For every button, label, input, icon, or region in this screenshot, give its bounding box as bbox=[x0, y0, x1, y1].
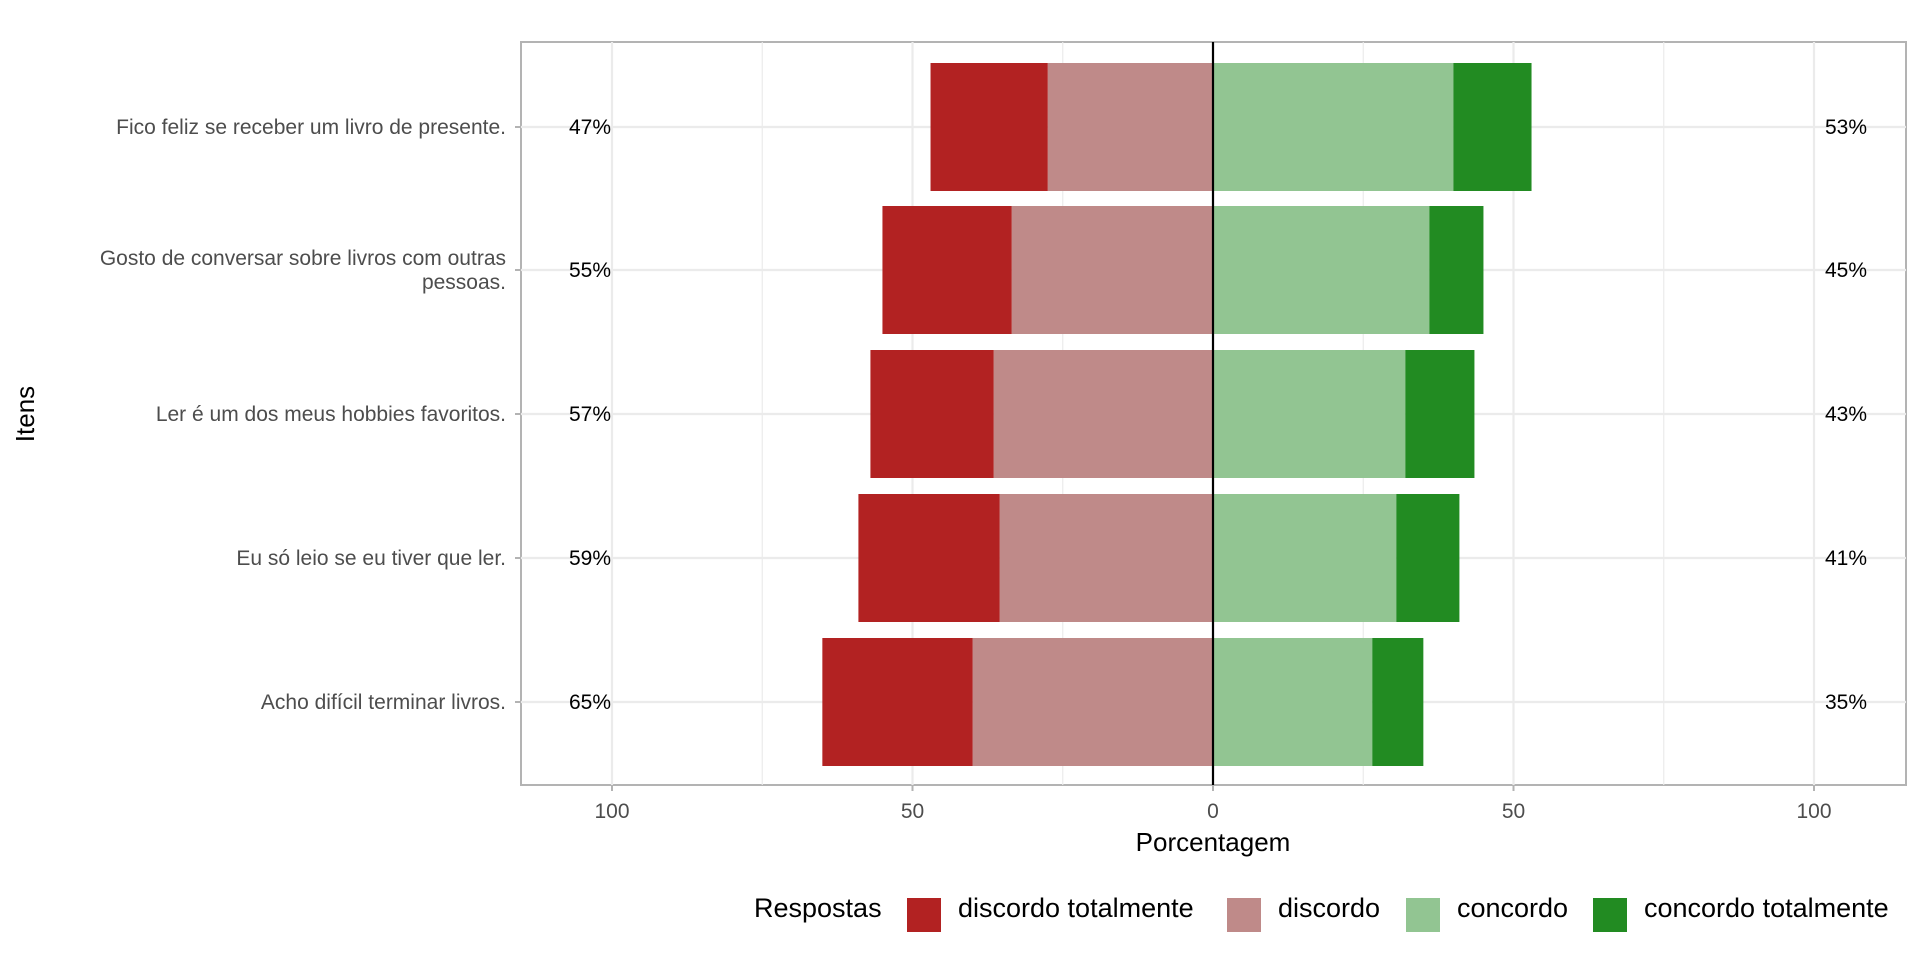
legend-label: discordo totalmente bbox=[958, 893, 1194, 923]
bar-concordo-totalmente bbox=[1453, 63, 1532, 191]
legend: Respostas discordo totalmente discordo conc… bbox=[754, 893, 1889, 932]
x-tick-label: 50 bbox=[901, 800, 924, 823]
bar-concordo-totalmente bbox=[1396, 494, 1460, 622]
bar-concordo bbox=[1213, 63, 1454, 191]
bar-discordo-totalmente bbox=[858, 494, 1000, 622]
legend-label: concordo totalmente bbox=[1644, 893, 1889, 923]
x-tick-label: 100 bbox=[594, 800, 629, 823]
y-tick-label: Eu só leio se eu tiver que ler. bbox=[236, 547, 506, 570]
bar-discordo-totalmente bbox=[930, 63, 1048, 191]
left-percent-label: 57% bbox=[569, 403, 611, 426]
bar-concordo-totalmente bbox=[1372, 638, 1424, 766]
left-percent-label: 65% bbox=[569, 691, 611, 714]
bar-discordo bbox=[1011, 206, 1213, 334]
left-percent-label: 47% bbox=[569, 116, 611, 139]
bars bbox=[822, 63, 1532, 766]
bar-discordo bbox=[999, 494, 1213, 622]
legend-title: Respostas bbox=[754, 893, 882, 923]
legend-swatch bbox=[1593, 898, 1627, 932]
right-percent-label: 53% bbox=[1825, 116, 1867, 139]
bar-concordo bbox=[1213, 350, 1406, 478]
legend-swatch bbox=[1227, 898, 1261, 932]
legend-label: concordo bbox=[1457, 893, 1568, 923]
x-tick-label: 100 bbox=[1796, 800, 1831, 823]
y-tick-label: Ler é um dos meus hobbies favoritos. bbox=[156, 403, 506, 426]
y-tick-label: Acho difícil terminar livros. bbox=[261, 691, 506, 714]
y-tick-label: Fico feliz se receber um livro de presen… bbox=[116, 116, 506, 139]
bar-concordo-totalmente bbox=[1405, 350, 1475, 478]
right-percent-label: 43% bbox=[1825, 403, 1867, 426]
x-axis-title: Porcentagem bbox=[1136, 827, 1291, 857]
bar-discordo-totalmente bbox=[822, 638, 973, 766]
bar-discordo bbox=[993, 350, 1213, 478]
right-percent-label: 35% bbox=[1825, 691, 1867, 714]
y-axis-title: Itens bbox=[10, 386, 40, 442]
left-percent-label: 55% bbox=[569, 259, 611, 282]
right-percent-label: 45% bbox=[1825, 259, 1867, 282]
y-tick-label: Gosto de conversar sobre livros com outr… bbox=[100, 247, 506, 270]
legend-swatch bbox=[1406, 898, 1440, 932]
bar-discordo-totalmente bbox=[870, 350, 994, 478]
bar-concordo bbox=[1213, 494, 1397, 622]
x-tick-label: 0 bbox=[1207, 800, 1219, 823]
legend-swatch bbox=[907, 898, 941, 932]
right-percent-label: 41% bbox=[1825, 547, 1867, 570]
bar-discordo-totalmente bbox=[882, 206, 1012, 334]
x-tick-label: 50 bbox=[1502, 800, 1525, 823]
bar-discordo bbox=[1047, 63, 1213, 191]
bar-concordo-totalmente bbox=[1429, 206, 1484, 334]
bar-concordo bbox=[1213, 206, 1430, 334]
bar-discordo bbox=[972, 638, 1213, 766]
left-percent-label: 59% bbox=[569, 547, 611, 570]
legend-label: discordo bbox=[1278, 893, 1380, 923]
y-tick-label: pessoas. bbox=[422, 271, 506, 294]
bar-concordo bbox=[1213, 638, 1373, 766]
